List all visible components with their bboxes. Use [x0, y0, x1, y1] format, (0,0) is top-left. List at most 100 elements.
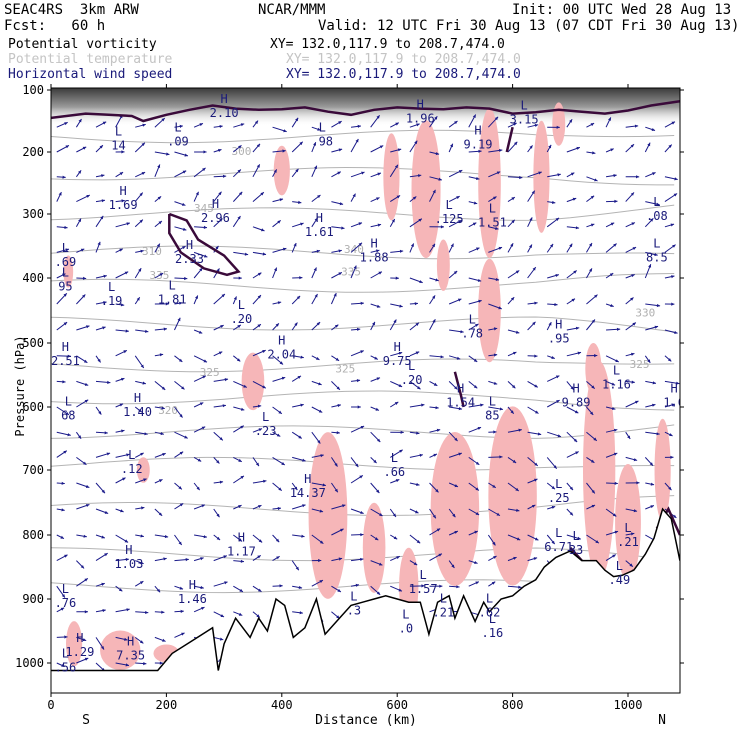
x-tick-label: 0 [47, 698, 54, 712]
wind-arrowhead [279, 361, 283, 365]
wind-arrowhead [391, 219, 395, 223]
wind-arrowhead [519, 175, 523, 180]
wind-arrowhead [436, 528, 441, 532]
wind-arrowhead [396, 195, 401, 199]
wind-arrowhead [338, 557, 343, 561]
extremum-value: .09 [167, 135, 189, 149]
wind-speed-shading [136, 457, 150, 483]
wind-arrowhead [555, 375, 560, 379]
wind-arrowhead [107, 380, 111, 384]
wind-arrowhead [636, 481, 640, 485]
wind-arrowhead [122, 477, 126, 481]
wind-arrowhead [196, 486, 200, 491]
wind-arrowhead [161, 118, 165, 122]
wind-arrowhead [450, 243, 454, 248]
wind-arrowhead [63, 293, 67, 297]
wind-arrowhead [534, 354, 538, 358]
wind-arrowhead [256, 143, 260, 148]
wind-arrowhead [277, 301, 282, 305]
wind-arrowhead [376, 115, 380, 119]
wind-arrowhead [394, 402, 399, 405]
wind-arrowhead [436, 428, 441, 432]
wind-arrowhead [200, 585, 204, 590]
wind-arrowhead [103, 274, 107, 278]
wind-arrowhead [218, 351, 223, 355]
extremum-type: L [616, 559, 623, 573]
fcst-label: Fcst: 60 h [4, 18, 106, 34]
wind-arrowhead [515, 270, 520, 274]
extremum-value: .62 [479, 606, 501, 620]
wind-arrowhead [435, 406, 439, 410]
wind-arrowhead [496, 512, 500, 516]
wind-arrowhead [629, 563, 633, 567]
legend-theta-name: Potential temperature [8, 52, 173, 67]
wind-arrowhead [476, 247, 480, 251]
wind-arrowhead [551, 356, 555, 359]
wind-arrowhead [610, 304, 614, 307]
wind-arrowhead [254, 120, 258, 124]
wind-arrowhead [200, 557, 204, 561]
wind-arrowhead [493, 381, 498, 385]
extremum-type: L [128, 448, 135, 462]
wind-arrowhead [496, 171, 501, 175]
wind-arrowhead [317, 127, 321, 131]
wind-arrowhead [125, 329, 129, 333]
wind-arrowhead [435, 278, 439, 282]
wind-arrowhead [575, 451, 579, 455]
wind-arrowhead [668, 144, 672, 148]
wind-arrowhead [156, 588, 161, 593]
wind-arrowhead [454, 484, 458, 488]
wind-arrowhead [495, 226, 499, 230]
extremum-type: L [115, 124, 122, 138]
wind-arrowhead [181, 632, 185, 636]
wind-arrowhead [433, 453, 437, 457]
isentrope-line [51, 495, 675, 517]
wind-arrowhead [376, 489, 380, 493]
extremum-value: 9.89 [562, 396, 591, 410]
wind-arrowhead [238, 505, 242, 508]
extremum-type: L [613, 364, 620, 378]
wind-arrowhead [224, 581, 228, 585]
wind-arrowhead [360, 426, 365, 429]
wind-arrowhead [591, 490, 595, 494]
isentrope-line [51, 273, 675, 293]
wind-arrowhead [163, 327, 167, 331]
wind-arrowhead [668, 486, 672, 491]
wind-arrowhead [554, 303, 558, 307]
wind-arrowhead [317, 195, 321, 199]
wind-arrowhead [102, 121, 107, 125]
wind-arrowhead [262, 252, 266, 256]
wind-arrowhead [299, 276, 303, 280]
wind-arrowhead [82, 146, 87, 150]
wind-arrowhead [652, 172, 656, 176]
extremum-value: 1.6 [663, 396, 685, 410]
extremum-type: H [371, 237, 378, 251]
wind-arrowhead [195, 191, 199, 196]
pv-tropopause-contour [51, 99, 680, 123]
extremum-value: 1.54 [446, 396, 475, 410]
extremum-type: L [653, 237, 660, 251]
wind-arrowhead [179, 586, 183, 590]
wind-arrowhead [631, 532, 635, 536]
wind-arrowhead [338, 249, 342, 253]
wind-arrowhead [244, 252, 249, 256]
wind-speed-shading [654, 418, 671, 522]
wind-arrowhead [612, 513, 617, 517]
wind-arrowhead [61, 508, 65, 512]
y-tick-label: 1000 [15, 656, 44, 670]
wind-arrowhead [281, 462, 285, 465]
wind-arrowhead [609, 273, 614, 277]
wind-arrowhead [99, 145, 103, 149]
wind-arrowhead [589, 243, 592, 247]
wind-arrowhead [415, 351, 420, 355]
wind-arrowhead [529, 244, 532, 248]
wind-arrowhead [475, 323, 479, 327]
extremum-value: .66 [383, 465, 405, 479]
wind-arrowhead [633, 458, 638, 462]
wind-arrowhead [555, 217, 560, 221]
extremum-value: .76 [55, 596, 77, 610]
wind-arrowhead [360, 301, 364, 305]
wind-arrowhead [376, 591, 381, 595]
wind-arrowhead [84, 578, 88, 582]
